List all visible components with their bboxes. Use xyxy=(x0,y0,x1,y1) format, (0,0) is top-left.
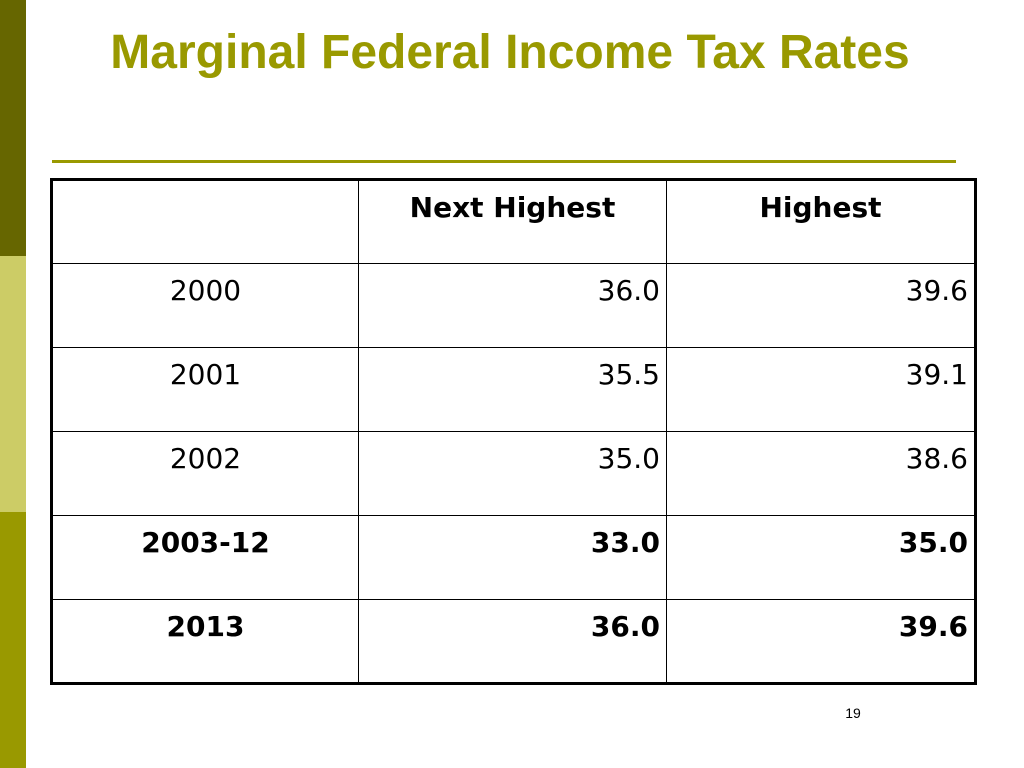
table-row: 2002 35.0 38.6 xyxy=(51,431,976,516)
slide-title: Marginal Federal Income Tax Rates xyxy=(110,26,910,79)
highest-rate-cell: 38.6 xyxy=(666,431,976,516)
table-header-row: Next Highest Highest xyxy=(51,179,976,264)
tax-rates-table: Next Highest Highest 2000 36.0 39.6 2001… xyxy=(50,178,977,685)
next-highest-rate-cell: 36.0 xyxy=(358,263,667,348)
highest-rate-cell: 39.6 xyxy=(666,599,976,684)
header-next-highest: Next Highest xyxy=(358,179,667,264)
year-cell: 2001 xyxy=(51,347,359,432)
table-row: 2013 36.0 39.6 xyxy=(51,599,976,684)
year-cell: 2000 xyxy=(51,263,359,348)
highest-rate-cell: 35.0 xyxy=(666,515,976,600)
sidebar-top-band xyxy=(0,0,26,256)
next-highest-rate-cell: 33.0 xyxy=(358,515,667,600)
next-highest-rate-cell: 35.0 xyxy=(358,431,667,516)
year-cell: 2002 xyxy=(51,431,359,516)
year-cell: 2013 xyxy=(51,599,359,684)
highest-rate-cell: 39.1 xyxy=(666,347,976,432)
title-underline-rule xyxy=(52,160,956,163)
next-highest-rate-cell: 36.0 xyxy=(358,599,667,684)
header-year-cell xyxy=(51,179,359,264)
sidebar-middle-band xyxy=(0,256,26,512)
table-row: 2003-12 33.0 35.0 xyxy=(51,515,976,600)
year-cell: 2003-12 xyxy=(51,515,359,600)
header-highest: Highest xyxy=(666,179,976,264)
sidebar-bottom-band xyxy=(0,512,26,768)
table-row: 2001 35.5 39.1 xyxy=(51,347,976,432)
table-row: 2000 36.0 39.6 xyxy=(51,263,976,348)
next-highest-rate-cell: 35.5 xyxy=(358,347,667,432)
page-number: 19 xyxy=(845,705,861,721)
highest-rate-cell: 39.6 xyxy=(666,263,976,348)
